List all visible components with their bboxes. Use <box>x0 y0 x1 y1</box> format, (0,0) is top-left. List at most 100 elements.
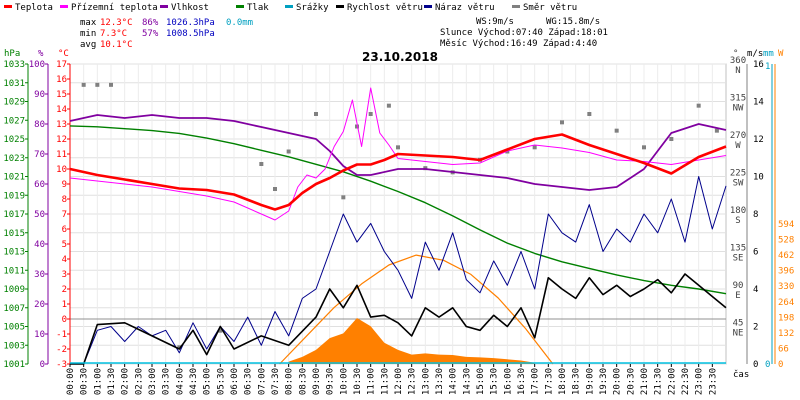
legend-swatch-srazky <box>285 5 293 8</box>
x-tick-label: 12:00 <box>394 368 404 395</box>
series-direction-point <box>286 149 291 154</box>
x-tick-label: 10:30 <box>353 368 363 395</box>
axis-degc-tick-label: 1 <box>62 300 67 310</box>
series-direction-point <box>396 145 400 150</box>
x-tick-label: 16:30 <box>517 368 527 395</box>
axis-deg-tick-label: 270 <box>730 131 746 141</box>
legend-label-tlak: Tlak <box>247 3 269 13</box>
axis-degc-tick-label: 6 <box>62 225 67 235</box>
axis-degc-tick-label: 7 <box>62 210 67 220</box>
x-tick-label: 02:30 <box>134 368 144 395</box>
series-radiation-area <box>288 318 535 364</box>
axis-hpa-tick-label: 1019 <box>3 191 25 201</box>
axis-degc-tick-label: 13 <box>56 120 67 130</box>
axis-deg-tick-label: 135 <box>730 244 746 254</box>
axis-hpa-tick-label: 1015 <box>3 229 25 239</box>
stat-min-press: 1008.5hPa <box>166 29 215 39</box>
axis-deg-tick-label: 45 <box>733 319 744 329</box>
axis-pct-unit: % <box>38 49 44 59</box>
axis-mm-tick-label: 0 <box>765 360 770 370</box>
legend-label-prizemni: Přízemní teplota <box>71 3 158 13</box>
axis-degc-tick-label: 0 <box>62 315 67 325</box>
axis-hpa-tick-label: 1013 <box>3 248 25 258</box>
x-tick-label: 05:00 <box>203 368 213 395</box>
x-tick-label: 20:00 <box>613 368 623 395</box>
series-direction-point <box>587 112 592 116</box>
x-tick-label: 05:30 <box>216 368 226 395</box>
axis-deg-dir-label: S <box>735 216 740 226</box>
axis-hpa-tick-label: 1001 <box>3 360 25 370</box>
series-direction-point <box>355 124 359 129</box>
legend-swatch-teplota <box>4 5 12 8</box>
axis-degc-tick-label: 17 <box>56 60 67 70</box>
x-tick-label: 04:00 <box>175 368 185 395</box>
axis-ms-tick-label: 6 <box>753 248 758 258</box>
x-tick-label: 02:00 <box>121 368 131 395</box>
axis-hpa-tick-label: 1025 <box>3 135 25 145</box>
legend-swatch-tlak <box>236 5 244 8</box>
axis-w-tick-label: 132 <box>778 329 794 339</box>
axis-deg-dir-label: E <box>735 291 740 301</box>
x-tick-label: 06:30 <box>244 368 254 395</box>
axis-pct-tick-label: 50 <box>34 210 45 220</box>
axis-w-tick-label: 0 <box>778 360 783 370</box>
axis-w-tick-label: 396 <box>778 267 794 277</box>
axis-degc-tick-label: -3 <box>56 360 67 370</box>
x-tick-label: 01:00 <box>93 368 103 395</box>
x-tick-label: 11:00 <box>367 368 377 395</box>
axis-degc-unit: °C <box>58 49 69 59</box>
axis-pct-tick-label: 20 <box>34 300 45 310</box>
axis-deg-dir-label: SE <box>733 254 744 264</box>
series-gust <box>70 176 727 365</box>
axis-hpa-tick-label: 1023 <box>3 154 25 164</box>
x-tick-label: 09:30 <box>326 368 336 395</box>
stat-moon: Měsíc Východ:16:49 Západ:4:40 <box>440 39 597 49</box>
axis-deg-tick-label: 90 <box>733 281 744 291</box>
axis-pct-tick-label: 10 <box>34 330 45 340</box>
legend-label-naraz: Náraz větru <box>435 3 495 13</box>
x-tick-label: 20:30 <box>626 368 636 395</box>
axis-ms-tick-label: 8 <box>753 210 758 220</box>
series-direction-point <box>714 128 719 133</box>
axis-pct-tick-label: 70 <box>34 150 45 160</box>
axis-mm-tick-label: 1 <box>765 62 770 72</box>
legend-swatch-smer <box>512 5 520 8</box>
axis-mm-unit: mm <box>763 49 774 59</box>
x-tick-label: 19:00 <box>585 368 595 395</box>
series-pressure <box>69 125 727 295</box>
x-tick-label: 03:30 <box>162 368 172 395</box>
axis-w-tick-label: 66 <box>778 344 789 354</box>
axis-deg-dir-label: N <box>735 66 740 76</box>
stat-max-hum: 86% <box>142 18 159 28</box>
series-ground-temp <box>69 87 727 221</box>
axis-ms-tick-label: 2 <box>753 323 758 333</box>
axis-pct-tick-label: 90 <box>34 90 45 100</box>
x-tick-label: 19:30 <box>599 368 609 395</box>
axis-ms-unit: m/s <box>747 49 763 59</box>
legend-label-srazky: Srážky <box>296 3 329 13</box>
series-direction-point <box>669 137 674 141</box>
x-tick-label: 17:00 <box>531 368 541 395</box>
x-tick-label: 07:00 <box>257 368 267 395</box>
axis-pct-tick-label: 100 <box>29 60 45 70</box>
series-direction-point <box>532 145 537 150</box>
series-direction-point <box>95 82 100 87</box>
axis-hpa-tick-label: 1003 <box>3 341 25 351</box>
axis-hpa-tick-label: 1031 <box>3 79 25 89</box>
axis-ms-tick-label: 0 <box>753 360 758 370</box>
axis-degc-tick-label: 12 <box>56 135 67 145</box>
axis-degc-tick-label: 2 <box>62 285 67 295</box>
axis-degc-tick-label: 5 <box>62 240 67 250</box>
stat-avg-temp: 10.1°C <box>100 40 133 50</box>
axis-hpa-tick-label: 1007 <box>3 304 25 314</box>
x-tick-label: 21:30 <box>654 368 664 395</box>
x-tick-label: 22:00 <box>667 368 677 395</box>
legend-label-vlhkost: Vlhkost <box>171 3 209 13</box>
series-direction-point <box>614 128 619 133</box>
x-tick-label: 00:30 <box>80 368 90 395</box>
axis-degc-tick-label: 11 <box>56 150 67 160</box>
axis-pct-tick-label: 30 <box>34 270 45 280</box>
stat-min-label: min <box>80 29 96 39</box>
axis-ms-tick-label: 16 <box>753 60 764 70</box>
axis-pct-tick-label: 60 <box>34 180 45 190</box>
